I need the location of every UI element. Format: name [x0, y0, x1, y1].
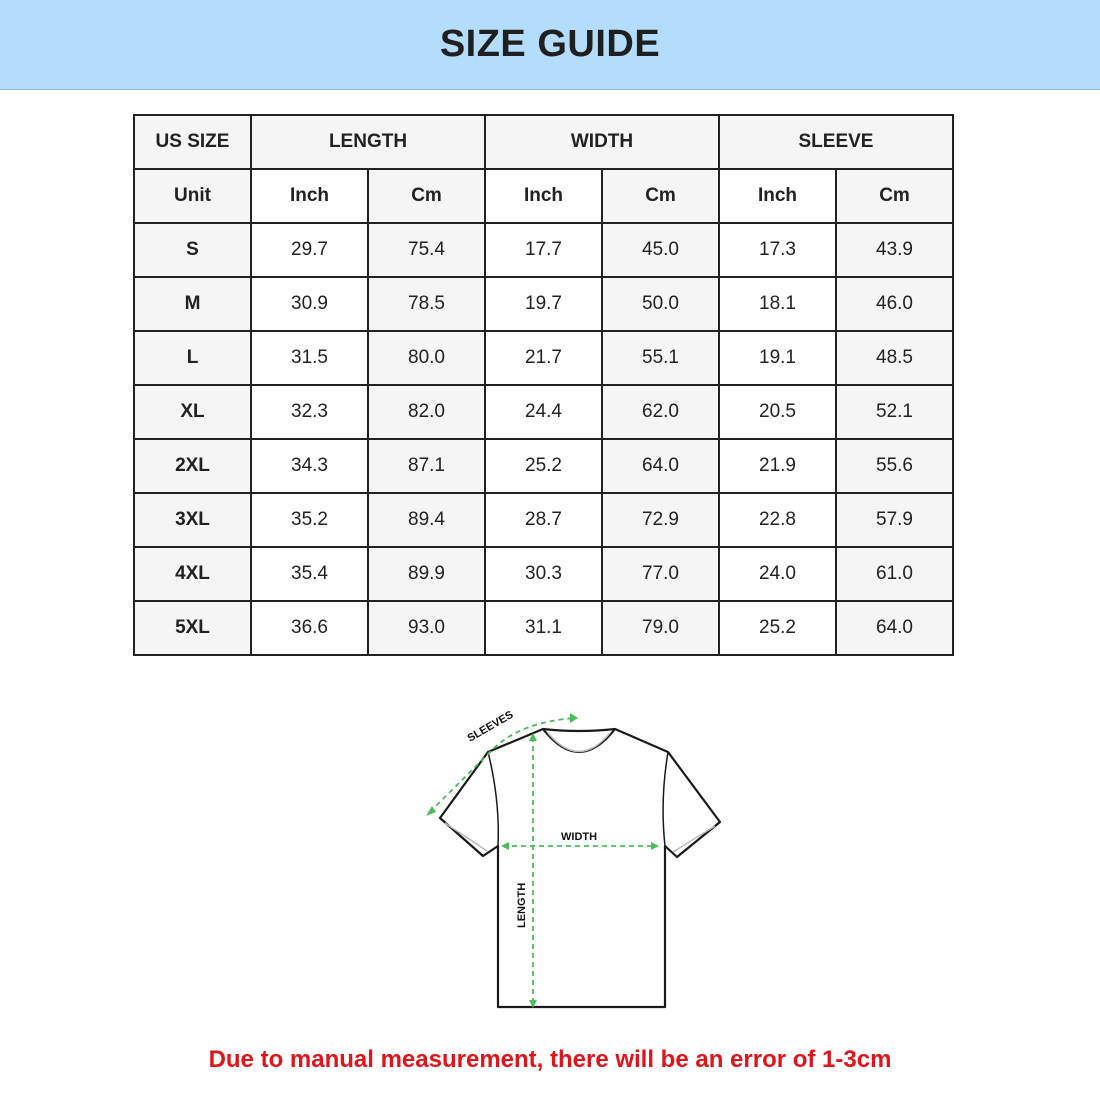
unit-cell: Cm: [601, 168, 720, 224]
tshirt-diagram: SLEEVES WIDTH LENGTH: [426, 709, 722, 1009]
value-cell: 31.1: [484, 600, 603, 656]
table-row: 2XL 34.3 87.1 25.2 64.0 21.9 55.6: [133, 438, 954, 494]
value-cell: 32.3: [250, 384, 369, 440]
value-cell: 77.0: [601, 546, 720, 602]
header-width: WIDTH: [484, 114, 720, 170]
width-label: WIDTH: [561, 831, 597, 843]
value-cell: 64.0: [835, 600, 954, 656]
table-row: 3XL 35.2 89.4 28.7 72.9 22.8 57.9: [133, 492, 954, 548]
sleeves-label: SLEEVES: [466, 709, 516, 745]
unit-cell: Inch: [718, 168, 837, 224]
value-cell: 28.7: [484, 492, 603, 548]
value-cell: 25.2: [718, 600, 837, 656]
table-row: 5XL 36.6 93.0 31.1 79.0 25.2 64.0: [133, 600, 954, 656]
table-row: 4XL 35.4 89.9 30.3 77.0 24.0 61.0: [133, 546, 954, 602]
value-cell: 46.0: [835, 276, 954, 332]
value-cell: 24.4: [484, 384, 603, 440]
value-cell: 78.5: [367, 276, 486, 332]
length-label: LENGTH: [516, 883, 528, 928]
value-cell: 21.9: [718, 438, 837, 494]
header-us-size: US SIZE: [133, 114, 252, 170]
unit-label: Unit: [133, 168, 252, 224]
value-cell: 64.0: [601, 438, 720, 494]
page-title: SIZE GUIDE: [439, 23, 661, 65]
unit-cell: Cm: [835, 168, 954, 224]
value-cell: 50.0: [601, 276, 720, 332]
value-cell: 55.6: [835, 438, 954, 494]
value-cell: 82.0: [367, 384, 486, 440]
value-cell: 89.9: [367, 546, 486, 602]
value-cell: 93.0: [367, 600, 486, 656]
value-cell: 48.5: [835, 330, 954, 386]
value-cell: 29.7: [250, 222, 369, 278]
value-cell: 75.4: [367, 222, 486, 278]
value-cell: 31.5: [250, 330, 369, 386]
value-cell: 62.0: [601, 384, 720, 440]
value-cell: 17.3: [718, 222, 837, 278]
table-unit-row: Unit Inch Cm Inch Cm Inch Cm: [133, 168, 954, 224]
value-cell: 19.1: [718, 330, 837, 386]
table-row: S 29.7 75.4 17.7 45.0 17.3 43.9: [133, 222, 954, 278]
size-cell: 3XL: [133, 492, 252, 548]
unit-cell: Inch: [484, 168, 603, 224]
tshirt-outline: [438, 727, 722, 1009]
measurement-error-note: Due to manual measurement, there will be…: [208, 1046, 892, 1073]
value-cell: 35.2: [250, 492, 369, 548]
table-row: M 30.9 78.5 19.7 50.0 18.1 46.0: [133, 276, 954, 332]
value-cell: 87.1: [367, 438, 486, 494]
size-cell: S: [133, 222, 252, 278]
value-cell: 45.0: [601, 222, 720, 278]
unit-cell: Inch: [250, 168, 369, 224]
value-cell: 34.3: [250, 438, 369, 494]
size-cell: 2XL: [133, 438, 252, 494]
value-cell: 18.1: [718, 276, 837, 332]
value-cell: 22.8: [718, 492, 837, 548]
size-cell: M: [133, 276, 252, 332]
value-cell: 43.9: [835, 222, 954, 278]
value-cell: 89.4: [367, 492, 486, 548]
value-cell: 17.7: [484, 222, 603, 278]
size-cell: 4XL: [133, 546, 252, 602]
value-cell: 30.9: [250, 276, 369, 332]
value-cell: 55.1: [601, 330, 720, 386]
table-row: L 31.5 80.0 21.7 55.1 19.1 48.5: [133, 330, 954, 386]
value-cell: 21.7: [484, 330, 603, 386]
value-cell: 52.1: [835, 384, 954, 440]
table-row: XL 32.3 82.0 24.4 62.0 20.5 52.1: [133, 384, 954, 440]
value-cell: 20.5: [718, 384, 837, 440]
value-cell: 36.6: [250, 600, 369, 656]
size-cell: XL: [133, 384, 252, 440]
value-cell: 30.3: [484, 546, 603, 602]
size-cell: 5XL: [133, 600, 252, 656]
value-cell: 79.0: [601, 600, 720, 656]
value-cell: 72.9: [601, 492, 720, 548]
arrow-icons: [426, 713, 659, 1008]
measure-lines: [429, 717, 657, 1004]
unit-cell: Cm: [367, 168, 486, 224]
value-cell: 24.0: [718, 546, 837, 602]
value-cell: 25.2: [484, 438, 603, 494]
value-cell: 19.7: [484, 276, 603, 332]
value-cell: 80.0: [367, 330, 486, 386]
size-table: US SIZE LENGTH WIDTH SLEEVE Unit Inch Cm…: [133, 114, 954, 656]
header-length: LENGTH: [250, 114, 486, 170]
header-sleeve: SLEEVE: [718, 114, 954, 170]
table-group-header-row: US SIZE LENGTH WIDTH SLEEVE: [133, 114, 954, 170]
value-cell: 61.0: [835, 546, 954, 602]
header-banner: SIZE GUIDE: [0, 0, 1100, 90]
value-cell: 35.4: [250, 546, 369, 602]
value-cell: 57.9: [835, 492, 954, 548]
size-cell: L: [133, 330, 252, 386]
